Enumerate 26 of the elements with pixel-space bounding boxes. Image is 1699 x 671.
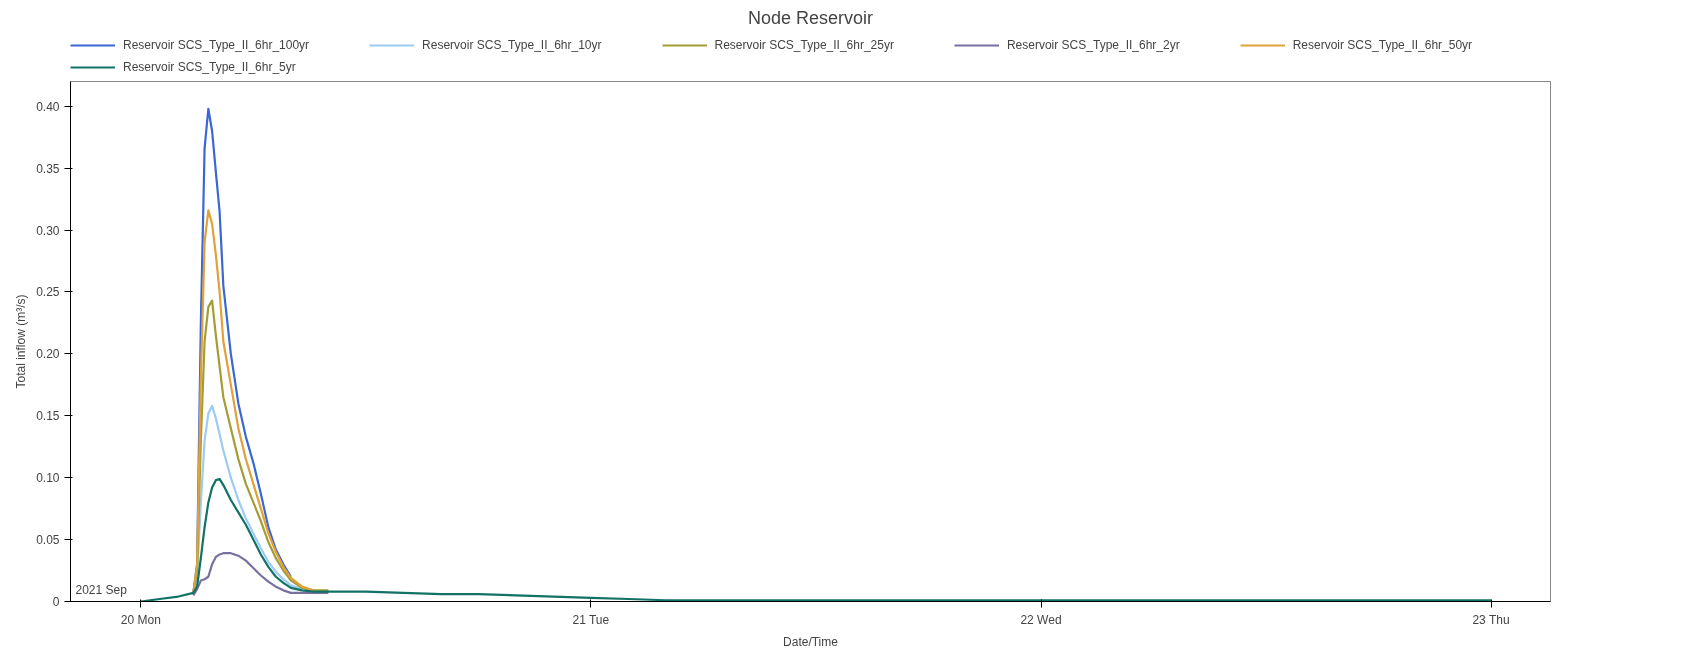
chart-title: Node Reservoir bbox=[747, 7, 874, 28]
y-tick-label: 0.10 bbox=[36, 471, 60, 486]
y-tick-label: 0.30 bbox=[36, 223, 60, 238]
legend-label: Reservoir SCS_Type_II_6hr_2yr bbox=[1006, 38, 1180, 52]
x-tick-label: 21 Tue bbox=[572, 612, 610, 627]
y-tick-label: 0.20 bbox=[36, 347, 60, 362]
x-tick-label: 20 Mon bbox=[120, 612, 161, 627]
y-tick-label: 0.25 bbox=[36, 285, 60, 300]
line-series bbox=[139, 477, 1493, 602]
y-tick-label: 0.40 bbox=[36, 99, 60, 114]
legend-label: Reservoir SCS_Type_II_6hr_5yr bbox=[123, 60, 296, 74]
x-axis-title: Date/Time bbox=[783, 634, 839, 649]
x-tick-label: 22 Wed bbox=[1020, 612, 1062, 627]
x-tick-label: 23 Thu bbox=[1472, 612, 1510, 627]
legend-label: Reservoir SCS_Type_II_6hr_10yr bbox=[422, 38, 602, 52]
y-tick-label: 0.05 bbox=[36, 533, 60, 548]
legend-label: Reservoir SCS_Type_II_6hr_50yr bbox=[1292, 38, 1473, 52]
legend-label: Reservoir SCS_Type_II_6hr_100yr bbox=[123, 38, 310, 52]
annotation: 2021 Sep bbox=[75, 582, 128, 597]
y-tick-label: 0 bbox=[52, 595, 60, 609]
y-tick-label: 0.35 bbox=[36, 161, 60, 176]
y-tick-label: 0.15 bbox=[36, 409, 60, 424]
y-axis-title: Total inflow (m³/s) bbox=[14, 294, 29, 389]
line-series bbox=[192, 552, 330, 597]
legend-label: Reservoir SCS_Type_II_6hr_25yr bbox=[714, 38, 894, 52]
line-series bbox=[192, 209, 315, 594]
